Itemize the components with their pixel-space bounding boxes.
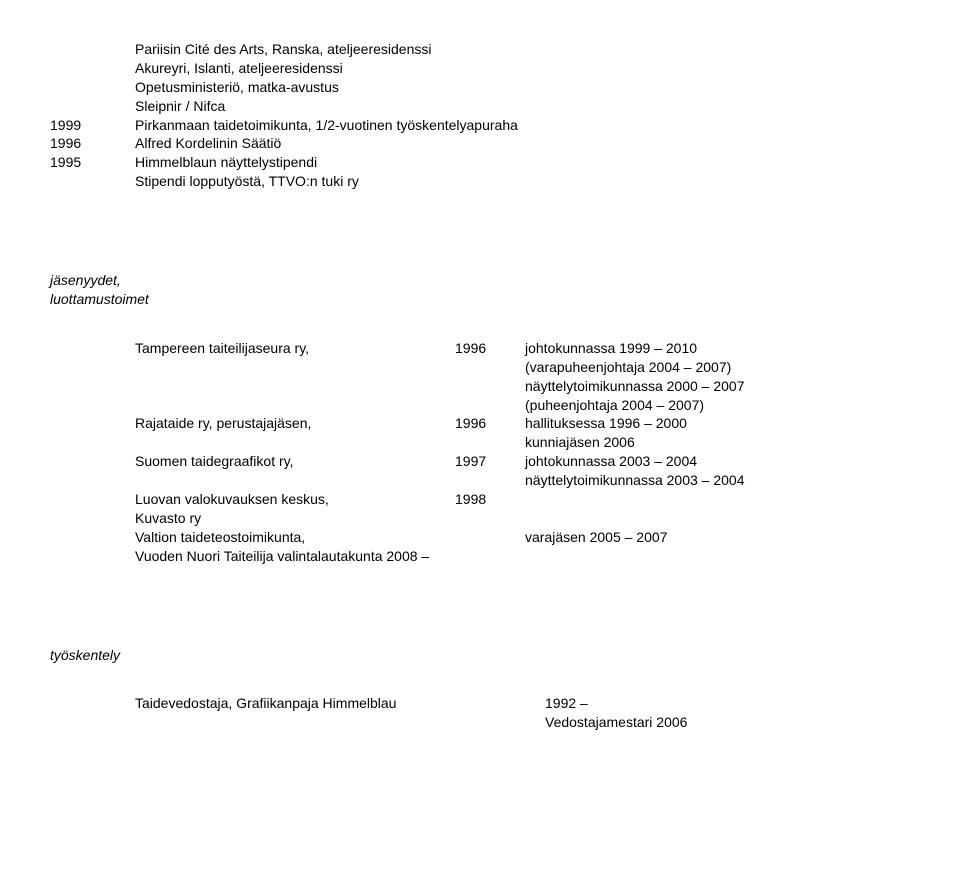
- section-header-line: luottamustoimet: [50, 290, 910, 309]
- year-cell: 1999: [50, 116, 135, 135]
- membership-name: Kuvasto ry: [135, 509, 455, 528]
- top-indent-block: Pariisin Cité des Arts, Ranska, ateljeer…: [135, 40, 910, 116]
- year-row: 1999Pirkanmaan taidetoimikunta, 1/2-vuot…: [50, 116, 910, 135]
- membership-roles: [525, 509, 910, 528]
- year-rows: 1999Pirkanmaan taidetoimikunta, 1/2-vuot…: [50, 116, 910, 173]
- membership-row: Tampereen taiteilijaseura ry,1996johtoku…: [135, 339, 910, 415]
- membership-name: Luovan valokuvauksen keskus,: [135, 490, 455, 509]
- membership-roles: johtokunnassa 1999 – 2010(varapuheenjoht…: [525, 339, 910, 415]
- top-line: Opetusministeriö, matka-avustus: [135, 78, 910, 97]
- membership-row: Luovan valokuvauksen keskus,1998: [135, 490, 910, 509]
- membership-roles: [525, 490, 910, 509]
- year-row: 1995Himmelblaun näyttelystipendi: [50, 153, 910, 172]
- desc-cell: Himmelblaun näyttelystipendi: [135, 153, 910, 172]
- work-year-line: Vedostajamestari 2006: [545, 713, 910, 732]
- membership-role-line: hallituksessa 1996 – 2000: [525, 414, 910, 433]
- memberships-block: Tampereen taiteilijaseura ry,1996johtoku…: [135, 339, 910, 566]
- membership-year: 1997: [455, 452, 525, 490]
- membership-row: Vuoden Nuori Taiteilija valintalautakunt…: [135, 547, 910, 566]
- work-title: Taidevedostaja, Grafiikanpaja Himmelblau: [135, 694, 545, 732]
- membership-row: Suomen taidegraafikot ry,1997 johtokunna…: [135, 452, 910, 490]
- work-years: 1992 – Vedostajamestari 2006: [545, 694, 910, 732]
- work-block: Taidevedostaja, Grafiikanpaja Himmelblau…: [135, 694, 910, 732]
- membership-roles: johtokunnassa 2003 – 2004näyttelytoimiku…: [525, 452, 910, 490]
- membership-row: Valtion taideteostoimikunta, varajäsen 20…: [135, 528, 910, 547]
- membership-role-line: johtokunnassa 2003 – 2004: [525, 452, 910, 471]
- membership-row: Kuvasto ry: [135, 509, 910, 528]
- membership-role-line: johtokunnassa 1999 – 2010: [525, 339, 910, 358]
- membership-role-line: näyttelytoimikunnassa 2000 – 2007: [525, 377, 910, 396]
- membership-name: Valtion taideteostoimikunta,: [135, 528, 455, 547]
- membership-row: Rajataide ry, perustajajäsen,1996hallitu…: [135, 414, 910, 452]
- membership-name: Tampereen taiteilijaseura ry,: [135, 339, 455, 415]
- membership-role-line: varajäsen 2005 – 2007: [525, 528, 910, 547]
- membership-name: Vuoden Nuori Taiteilija valintalautakunt…: [135, 547, 455, 566]
- membership-roles: hallituksessa 1996 – 2000kunniajäsen 200…: [525, 414, 910, 452]
- membership-name: Rajataide ry, perustajajäsen,: [135, 414, 455, 452]
- membership-year: 1998: [455, 490, 525, 509]
- membership-year: [455, 528, 525, 547]
- membership-year: 1996: [455, 414, 525, 452]
- membership-year: 1996: [455, 339, 525, 415]
- section-header-line: jäsenyydet,: [50, 271, 910, 290]
- year-row: 1996Alfred Kordelinin Säätiö: [50, 134, 910, 153]
- membership-role-line: (puheenjohtaja 2004 – 2007): [525, 396, 910, 415]
- section-header-work: työskentely: [50, 646, 910, 665]
- top-line: Sleipnir / Nifca: [135, 97, 910, 116]
- work-year-line: 1992 –: [545, 694, 910, 713]
- desc-cell: Alfred Kordelinin Säätiö: [135, 134, 910, 153]
- top-line: Pariisin Cité des Arts, Ranska, ateljeer…: [135, 40, 910, 59]
- top-line: Akureyri, Islanti, ateljeeresidenssi: [135, 59, 910, 78]
- membership-year: [455, 547, 525, 566]
- year-cell: 1995: [50, 153, 135, 172]
- membership-year: [455, 509, 525, 528]
- membership-roles: varajäsen 2005 – 2007: [525, 528, 910, 547]
- membership-name: Suomen taidegraafikot ry,: [135, 452, 455, 490]
- membership-role-line: näyttelytoimikunnassa 2003 – 2004: [525, 471, 910, 490]
- section-header-memberships: jäsenyydet, luottamustoimet: [50, 271, 910, 309]
- desc-cell: Pirkanmaan taidetoimikunta, 1/2-vuotinen…: [135, 116, 910, 135]
- membership-role-line: (varapuheenjohtaja 2004 – 2007): [525, 358, 910, 377]
- membership-role-line: kunniajäsen 2006: [525, 433, 910, 452]
- post-year-line: Stipendi lopputyöstä, TTVO:n tuki ry: [135, 172, 910, 191]
- membership-roles: [525, 547, 910, 566]
- year-cell: 1996: [50, 134, 135, 153]
